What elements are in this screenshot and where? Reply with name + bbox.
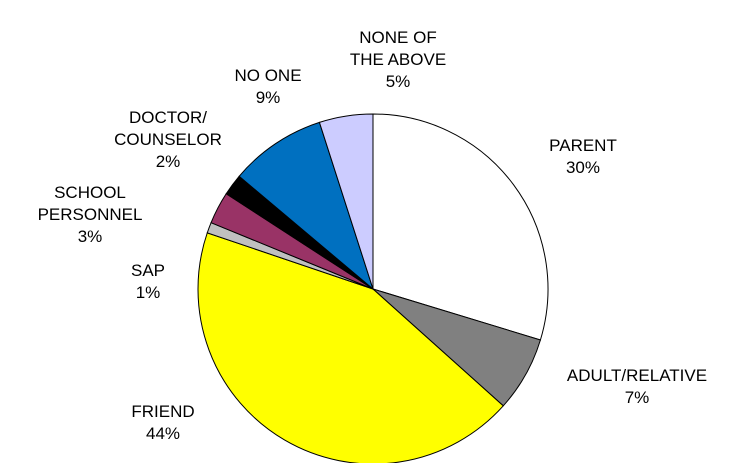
slice-label: NO ONE 9% <box>234 65 301 109</box>
slice-label: NONE OF THE ABOVE 5% <box>350 27 446 93</box>
pie-slice <box>318 113 374 290</box>
category-label: FRIEND <box>131 402 195 421</box>
slice-label: ADULT/RELATIVE 7% <box>567 365 707 409</box>
category-label: ADULT/RELATIVE <box>566 366 708 385</box>
slice-label: SAP 1% <box>131 260 165 304</box>
pie-slice <box>197 232 504 463</box>
category-label: SAP <box>130 261 166 280</box>
slice-label: SCHOOL PERSONNEL 3% <box>38 182 143 248</box>
slice-label: PARENT 30% <box>549 135 617 179</box>
slice-label: FRIEND 44% <box>131 401 194 445</box>
value-label: 2% <box>155 152 181 171</box>
value-label: 9% <box>255 88 281 107</box>
value-label: 5% <box>385 72 411 91</box>
category-label: SCHOOL PERSONNEL <box>37 183 143 224</box>
value-label: 30% <box>565 158 601 177</box>
category-label: PARENT <box>549 136 617 155</box>
value-label: 44% <box>145 424 181 443</box>
value-label: 3% <box>77 227 103 246</box>
pie-slice <box>372 113 549 341</box>
slice-label: DOCTOR/ COUNSELOR 2% <box>114 107 222 173</box>
value-label: 1% <box>135 283 161 302</box>
value-label: 7% <box>624 388 650 407</box>
category-label: NO ONE <box>234 66 302 85</box>
category-label: NONE OF THE ABOVE <box>349 28 447 69</box>
pie-slice <box>238 121 375 291</box>
category-label: DOCTOR/ COUNSELOR <box>114 108 222 149</box>
